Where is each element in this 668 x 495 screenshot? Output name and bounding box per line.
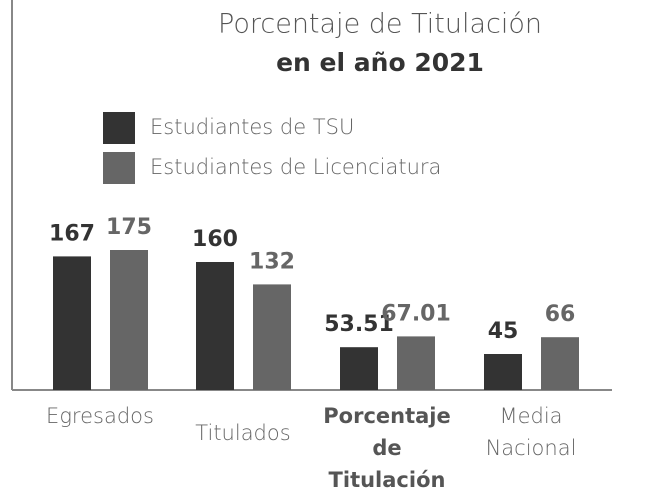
bar: [253, 284, 291, 390]
x-tick-label: Media Nacional: [485, 404, 577, 460]
legend-label: Estudiantes de Licenciatura: [150, 155, 441, 179]
x-tick-label: Porcentaje de Titulación: [323, 404, 451, 492]
value-label: 66: [545, 302, 576, 327]
legend-swatch: [103, 112, 135, 144]
bar: [397, 336, 435, 390]
bar: [340, 347, 378, 390]
chart-subtitle: en el año 2021: [276, 48, 484, 77]
value-label: 160: [192, 227, 238, 252]
bar: [110, 250, 148, 390]
value-label: 132: [249, 249, 295, 274]
value-label: 167: [49, 221, 95, 246]
x-tick-label: Titulados: [195, 421, 291, 445]
value-label: 45: [488, 319, 519, 344]
bar: [53, 256, 91, 390]
chart-title: Porcentaje de Titulación: [218, 9, 542, 40]
bar: [541, 337, 579, 390]
legend-swatch: [103, 152, 135, 184]
value-label: 67.01: [381, 301, 451, 326]
value-label: 175: [106, 215, 152, 240]
bar: [196, 262, 234, 390]
bar: [484, 354, 522, 390]
x-tick-label: Egresados: [46, 404, 154, 428]
value-label: 53.51: [324, 312, 394, 337]
legend-label: Estudiantes de TSU: [150, 115, 354, 139]
